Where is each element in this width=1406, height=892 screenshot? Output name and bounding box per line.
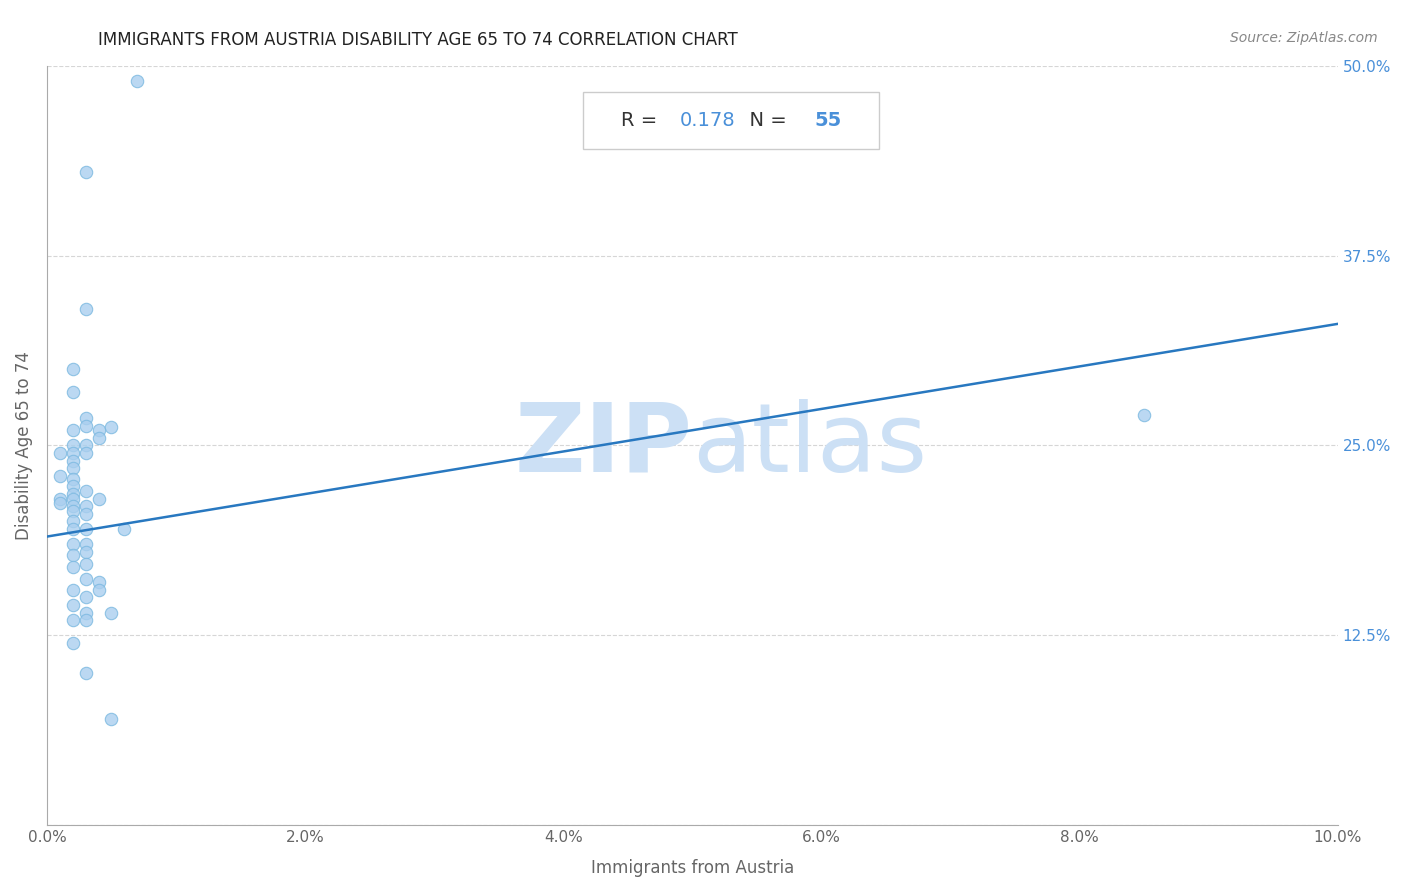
X-axis label: Immigrants from Austria: Immigrants from Austria [591, 859, 794, 877]
Point [49, 496, 72, 510]
Point [62, 487, 84, 501]
Point [87, 575, 110, 590]
Point [87, 582, 110, 597]
Y-axis label: Disability Age 65 to 74: Disability Age 65 to 74 [15, 351, 32, 540]
Point [62, 479, 84, 493]
Point [62, 598, 84, 612]
Point [127, 74, 149, 88]
Point [62, 472, 84, 486]
Text: 0.178: 0.178 [679, 112, 735, 130]
Text: 55: 55 [815, 112, 842, 130]
Point [75, 666, 97, 681]
Point [75, 522, 97, 536]
Point [49, 491, 72, 506]
Point [75, 613, 97, 627]
Point [75, 438, 97, 452]
Point [75, 483, 97, 498]
Point [100, 606, 122, 620]
Point [62, 385, 84, 400]
Point [62, 515, 84, 529]
Point [62, 499, 84, 513]
Point [112, 522, 135, 536]
Point [62, 438, 84, 452]
Text: R =: R = [621, 112, 664, 130]
Point [62, 362, 84, 376]
Point [62, 423, 84, 437]
Point [62, 537, 84, 551]
Point [49, 468, 72, 483]
Text: atlas: atlas [692, 399, 928, 491]
Point [62, 636, 84, 650]
Point [62, 491, 84, 506]
Point [75, 606, 97, 620]
Point [75, 591, 97, 605]
Point [75, 545, 97, 559]
Point [62, 560, 84, 574]
Point [87, 491, 110, 506]
Point [62, 504, 84, 518]
Point [62, 461, 84, 475]
Point [62, 446, 84, 460]
Point [100, 712, 122, 726]
Point [75, 165, 97, 179]
Text: Source: ZipAtlas.com: Source: ZipAtlas.com [1230, 31, 1378, 45]
Text: ZIP: ZIP [515, 399, 692, 491]
FancyBboxPatch shape [582, 92, 879, 149]
Point [75, 537, 97, 551]
Point [75, 411, 97, 425]
Point [75, 418, 97, 433]
Point [87, 431, 110, 445]
Point [1133, 408, 1156, 422]
Point [75, 499, 97, 513]
Point [75, 507, 97, 521]
Point [75, 301, 97, 316]
Point [87, 423, 110, 437]
Point [75, 557, 97, 571]
Text: N =: N = [737, 112, 793, 130]
Point [62, 522, 84, 536]
Text: IMMIGRANTS FROM AUSTRIA DISABILITY AGE 65 TO 74 CORRELATION CHART: IMMIGRANTS FROM AUSTRIA DISABILITY AGE 6… [98, 31, 738, 49]
Point [62, 582, 84, 597]
Point [62, 613, 84, 627]
Point [62, 453, 84, 467]
Point [75, 572, 97, 586]
Point [49, 446, 72, 460]
Point [75, 446, 97, 460]
Point [100, 420, 122, 434]
Point [62, 548, 84, 562]
